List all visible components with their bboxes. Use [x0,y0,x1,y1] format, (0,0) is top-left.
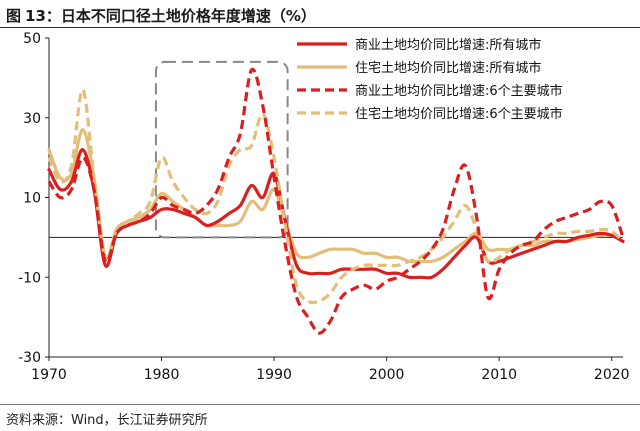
legend-label-residential-6cities: 住宅土地均价同比增速:6个主要城市 [355,106,563,122]
chart-title: 图 13：日本不同口径土地价格年度增速（%） [6,5,316,26]
highlight-box [154,60,289,239]
figure-colon: ： [45,7,61,25]
x-tick-label: 1970 [31,367,67,383]
y-tick-label: 50 [23,31,41,47]
title-divider [0,27,640,28]
x-tick-label: 2020 [594,367,630,383]
x-tick-label: 1990 [256,367,292,383]
figure-number: 13 [25,7,46,25]
legend-label-commercial-all: 商业土地均价同比增速:所有城市 [355,37,541,53]
source-note: 资料来源：Wind，长江证券研究所 [6,413,208,428]
x-tick-label: 1980 [144,367,180,383]
series-line-residential-all [47,128,625,264]
x-tick-label: 2000 [369,367,405,383]
legend-label-commercial-6cities: 商业土地均价同比增速:6个主要城市 [355,83,563,99]
x-tick-label: 2010 [481,367,517,383]
legend-label-residential-all: 住宅土地均价同比增速:所有城市 [355,60,541,76]
y-tick-label: -10 [18,270,41,286]
footer-divider [0,404,640,405]
y-tick-label: -30 [18,350,41,366]
series-line-commercial-6cities [47,67,625,335]
chart-title-text: 日本不同口径土地价格年度增速（%） [60,7,316,25]
series-line-commercial-all [47,148,625,280]
y-tick-label: 30 [23,111,41,127]
figure-label: 图 [6,7,22,25]
y-tick-label: 10 [23,191,41,207]
